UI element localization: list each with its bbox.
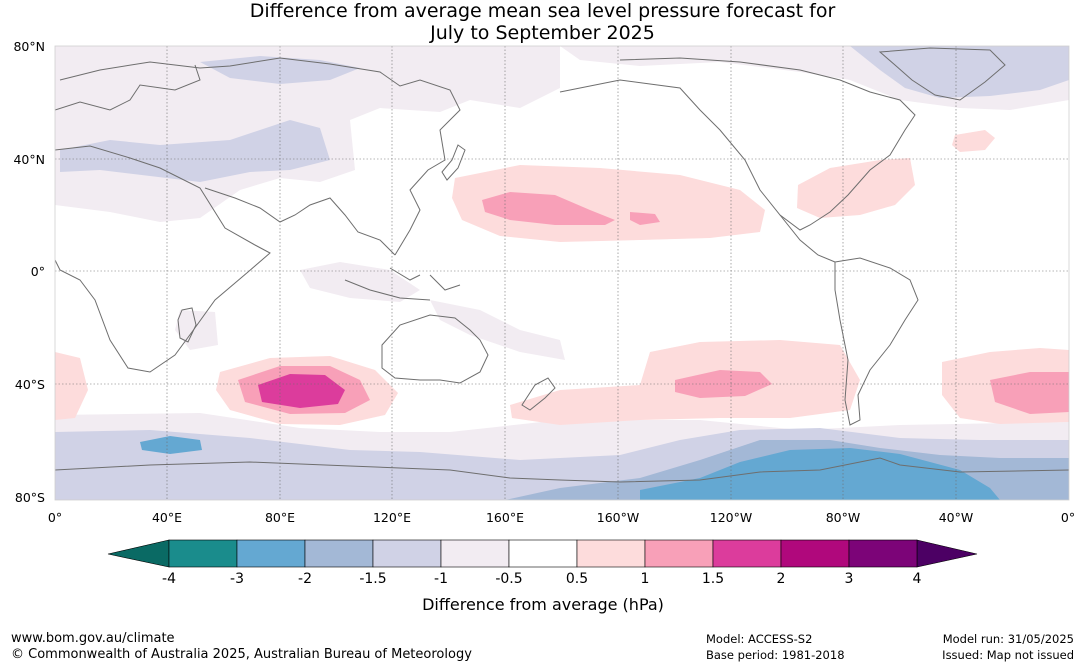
coastline-australia: [381, 314, 489, 384]
coastline-east-asia: [59, 57, 461, 256]
colorbar-tick-label: -3: [230, 571, 244, 587]
coastline-africa: [55, 145, 271, 373]
colorbar-tick-label: -1: [434, 571, 448, 587]
anomaly-region-north-pacific-high-3: [630, 212, 660, 225]
colorbar-segment: [712, 539, 782, 568]
lat-label-0: 0°: [31, 264, 45, 279]
lon-label-120w: 120°W: [710, 510, 752, 525]
colorbar-segment: [848, 539, 918, 568]
coastline-madagascar: [177, 307, 197, 343]
coastline-europe: [55, 64, 201, 111]
anomaly-region-south-atlantic-high-2: [990, 372, 1069, 414]
lat-label-40n: 40°N: [13, 152, 45, 167]
coastline-new-zealand: [521, 377, 556, 411]
colorbar-segment: [440, 539, 510, 568]
colorbar-segment: [576, 539, 646, 568]
anomaly-region-southern-band-4: [640, 448, 1000, 500]
coastline-japan: [441, 144, 466, 181]
colorbar-tick-label: -1.5: [359, 571, 386, 587]
colorbar: -4 -3 -2 -1.5 -1 -0.5 0.5 1 1.5 2 3 4 Difference fr…: [107, 539, 978, 614]
colorbar-segments: [168, 539, 918, 568]
lat-label-40s: 40°S: [15, 377, 45, 392]
lon-label-160e: 160°E: [486, 510, 524, 525]
lat-label-80s: 80°S: [15, 490, 45, 505]
lon-label-120e: 120°E: [373, 510, 411, 525]
anomaly-region-maritime-low: [430, 300, 565, 360]
colorbar-tick-label: 1: [641, 571, 650, 587]
map-panel: [55, 46, 1069, 500]
colorbar-segment: [304, 539, 374, 568]
lon-label-80e: 80°E: [265, 510, 295, 525]
coastline-north-america: [559, 57, 916, 231]
coastlines: [55, 47, 1069, 483]
footer-issued: Issued: Map not issued: [942, 648, 1074, 662]
colorbar-tick-label: -2: [298, 571, 312, 587]
colorbar-segment: [236, 539, 306, 568]
lon-label-160w: 160°W: [597, 510, 639, 525]
anomaly-region-north-pacific-high-2: [482, 192, 615, 225]
colorbar-tick-label: -4: [162, 571, 176, 587]
coastline-central-america: [779, 214, 836, 263]
latitude-labels: 80°N 40°N 0° 40°S 80°S: [13, 39, 45, 505]
colorbar-tick-label: 4: [913, 571, 922, 587]
colorbar-tick-label: 1.5: [702, 571, 724, 587]
colorbar-segment: [644, 539, 714, 568]
coastline-arabia-india: [204, 187, 396, 256]
anomaly-region-southern-band-5: [140, 436, 202, 454]
colorbar-segment: [508, 539, 578, 568]
footer-copyright: © Commonwealth of Australia 2025, Austra…: [11, 647, 472, 662]
anomaly-region-north-atlantic-high: [797, 158, 915, 218]
lon-label-0-left: 0°: [48, 510, 62, 525]
colorbar-segment: [168, 539, 238, 568]
anomaly-region-north-pacific-high: [452, 165, 765, 242]
colorbar-tick-label: 3: [845, 571, 854, 587]
footer-model: Model: ACCESS-S2: [706, 632, 813, 646]
map-frame: [54, 45, 1070, 501]
colorbar-segment: [372, 539, 442, 568]
colorbar-over-arrow: [916, 539, 978, 568]
map-title: Difference from average mean sea level p…: [0, 0, 1085, 44]
graticule: [55, 46, 1069, 500]
lat-label-80n: 80°N: [13, 39, 45, 54]
colorbar-segment: [780, 539, 850, 568]
longitude-labels: 0° 40°E 80°E 120°E 160°E 160°W 120°W 80°…: [48, 510, 1075, 525]
coastline-south-america: [834, 257, 919, 426]
anomaly-region-eurasia-lower: [60, 120, 330, 182]
lon-label-0-right: 0°: [1061, 510, 1075, 525]
lon-label-40e: 40°E: [152, 510, 182, 525]
map-title-line2: July to September 2025: [430, 22, 655, 44]
colorbar-tick-labels: -4 -3 -2 -1.5 -1 -0.5 0.5 1 1.5 2 3 4: [162, 571, 922, 587]
colorbar-under-arrow: [107, 539, 170, 568]
coastline-greenland: [878, 47, 1006, 101]
map-title-line1: Difference from average mean sea level p…: [249, 0, 836, 22]
anomaly-region-greenland-low: [850, 46, 1069, 98]
anomaly-region-north-atlantic-high-2: [952, 130, 995, 152]
lon-label-80w: 80°W: [826, 510, 861, 525]
coastline-antarctica: [55, 457, 1069, 483]
footer-url[interactable]: www.bom.gov.au/climate: [11, 631, 175, 646]
colorbar-label: Difference from average (hPa): [422, 595, 664, 614]
colorbar-tick-label: 2: [777, 571, 786, 587]
footer-base-period: Base period: 1981-2018: [706, 648, 845, 662]
colorbar-tick-label: -0.5: [495, 571, 522, 587]
lon-label-40w: 40°W: [939, 510, 974, 525]
footer-model-run: Model run: 31/05/2025: [942, 632, 1074, 646]
anomaly-region-southwest-indian-high: [55, 352, 88, 420]
colorbar-tick-label: 0.5: [566, 571, 588, 587]
coastline-indonesia: [344, 267, 461, 301]
anomaly-region-indian-ocean-low: [300, 262, 420, 302]
anomaly-shading: [55, 46, 1069, 500]
